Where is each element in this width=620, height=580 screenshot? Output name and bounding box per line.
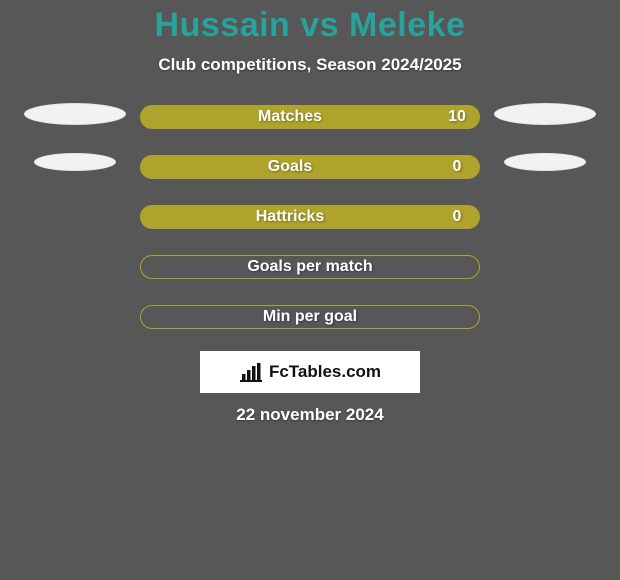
stat-bar: Goals per match [140, 255, 480, 279]
stat-row-hattricks: Hattricks 0 [10, 203, 610, 231]
date-text: 22 november 2024 [0, 405, 620, 425]
stat-bar: Hattricks 0 [140, 205, 480, 229]
stat-bar: Matches 10 [140, 105, 480, 129]
bar-chart-icon [239, 362, 263, 382]
stat-label: Matches [140, 108, 440, 126]
right-blob-slot [490, 103, 600, 131]
stat-row-matches: Matches 10 [10, 103, 610, 131]
stat-rows: Matches 10 Goals 0 Hattricks 0 [0, 103, 620, 331]
right-blob [494, 103, 596, 125]
stat-label: Goals per match [141, 258, 479, 276]
stat-bar: Goals 0 [140, 155, 480, 179]
stat-value: 0 [440, 158, 480, 176]
left-blob-slot [20, 153, 130, 181]
page-title: Hussain vs Meleke [0, 6, 620, 45]
left-blob-slot [20, 303, 130, 331]
source-badge-text: FcTables.com [269, 362, 381, 382]
right-blob-slot [490, 203, 600, 231]
source-badge: FcTables.com [200, 351, 420, 393]
stat-row-min-per-goal: Min per goal [10, 303, 610, 331]
right-blob-slot [490, 253, 600, 281]
left-blob-slot [20, 103, 130, 131]
left-blob-slot [20, 203, 130, 231]
stat-row-goals-per-match: Goals per match [10, 253, 610, 281]
left-blob-slot [20, 253, 130, 281]
stat-label: Hattricks [140, 208, 440, 226]
left-blob [34, 153, 116, 171]
stat-value: 0 [440, 208, 480, 226]
stat-value: 10 [440, 108, 480, 126]
stat-label: Min per goal [141, 308, 479, 326]
stat-label: Goals [140, 158, 440, 176]
subtitle: Club competitions, Season 2024/2025 [0, 55, 620, 75]
left-blob [24, 103, 126, 125]
right-blob-slot [490, 153, 600, 181]
right-blob-slot [490, 303, 600, 331]
stat-bar: Min per goal [140, 305, 480, 329]
stat-row-goals: Goals 0 [10, 153, 610, 181]
right-blob [504, 153, 586, 171]
comparison-card: Hussain vs Meleke Club competitions, Sea… [0, 0, 620, 580]
